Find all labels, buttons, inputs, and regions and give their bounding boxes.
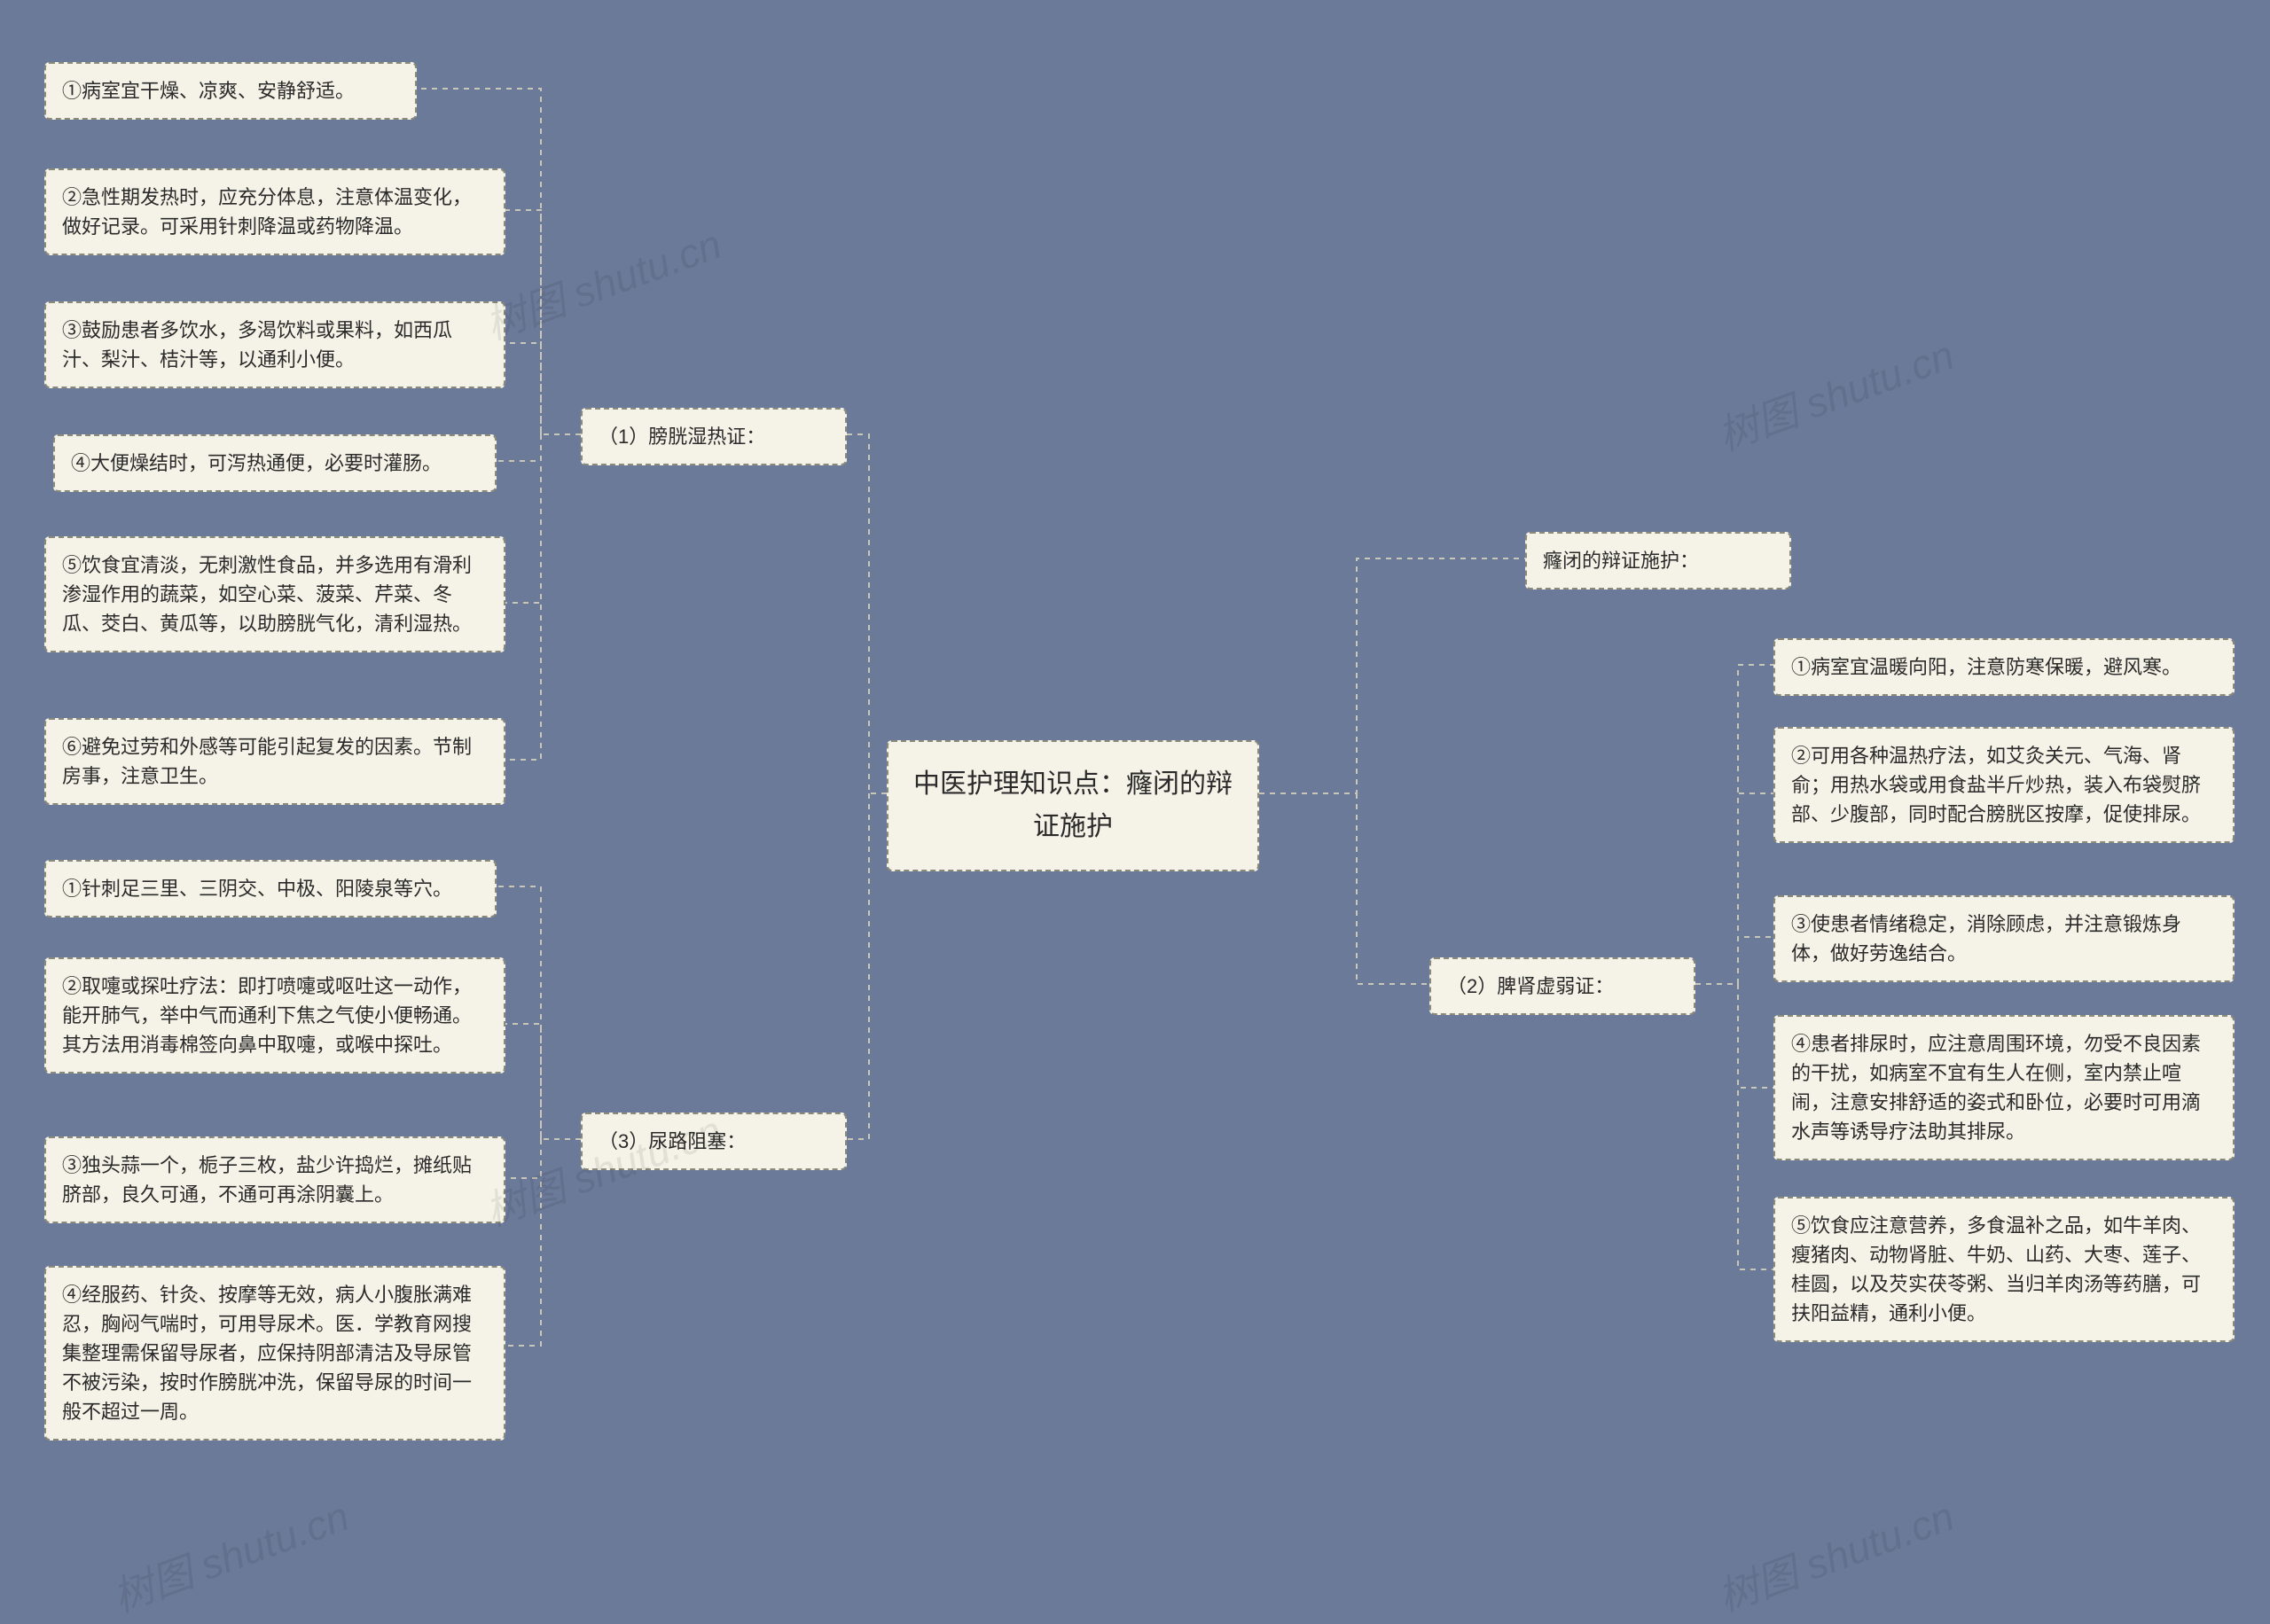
leaf-node: ⑤饮食应注意营养，多食温补之品，如牛羊肉、瘦猪肉、动物肾脏、牛奶、山药、大枣、莲… xyxy=(1773,1197,2235,1342)
leaf-node: ③鼓励患者多饮水，多渴饮料或果料，如西瓜汁、梨汁、桔汁等，以通利小便。 xyxy=(44,301,505,388)
leaf-text: ③鼓励患者多饮水，多渴饮料或果料，如西瓜汁、梨汁、桔汁等，以通利小便。 xyxy=(62,319,452,371)
leaf-node: ④患者排尿时，应注意周围环境，勿受不良因素的干扰，如病室不宜有生人在侧，室内禁止… xyxy=(1773,1015,2235,1160)
leaf-node: ⑤饮食宜清淡，无刺激性食品，并多选用有滑利渗湿作用的蔬菜，如空心菜、菠菜、芹菜、… xyxy=(44,536,505,652)
leaf-node: ④经服药、针灸、按摩等无效，病人小腹胀满难忍，胸闷气喘时，可用导尿术。医．学教育… xyxy=(44,1266,505,1441)
leaf-node: ⑥避免过劳和外感等可能引起复发的因素。节制房事，注意卫生。 xyxy=(44,718,505,805)
leaf-node: ②急性期发热时，应充分体息，注意体温变化，做好记录。可采用针刺降温或药物降温。 xyxy=(44,168,505,255)
leaf-text: ②急性期发热时，应充分体息，注意体温变化，做好记录。可采用针刺降温或药物降温。 xyxy=(62,186,472,238)
leaf-node: ①针刺足三里、三阴交、中极、阳陵泉等穴。 xyxy=(44,860,497,917)
leaf-text: ①针刺足三里、三阴交、中极、阳陵泉等穴。 xyxy=(62,878,452,900)
watermark: 树图 shutu.cn xyxy=(476,212,728,351)
center-text: 中医护理知识点：癃闭的辩证施护 xyxy=(913,769,1233,841)
right-branch-1: 癃闭的辩证施护： xyxy=(1525,532,1791,589)
leaf-text: ④经服药、针灸、按摩等无效，病人小腹胀满难忍，胸闷气喘时，可用导尿术。医．学教育… xyxy=(62,1284,472,1423)
right-branch-2-label: （2）脾肾虚弱证： xyxy=(1447,975,1614,997)
center-node: 中医护理知识点：癃闭的辩证施护 xyxy=(887,740,1259,871)
leaf-text: ③使患者情绪稳定，消除顾虑，并注意锻炼身体，做好劳逸结合。 xyxy=(1791,913,2181,964)
watermark: 树图 shutu.cn xyxy=(1709,323,1961,462)
right-branch-2: （2）脾肾虚弱证： xyxy=(1429,957,1695,1015)
leaf-text: ⑥避免过劳和外感等可能引起复发的因素。节制房事，注意卫生。 xyxy=(62,736,472,787)
leaf-text: ③独头蒜一个，栀子三枚，盐少许捣烂，摊纸贴脐部，良久可通，不通可再涂阴囊上。 xyxy=(62,1154,472,1206)
leaf-node: ①病室宜干燥、凉爽、安静舒适。 xyxy=(44,62,417,120)
leaf-node: ②可用各种温热疗法，如艾灸关元、气海、肾俞；用热水袋或用食盐半斤炒热，装入布袋熨… xyxy=(1773,727,2235,843)
leaf-text: ⑤饮食应注意营养，多食温补之品，如牛羊肉、瘦猪肉、动物肾脏、牛奶、山药、大枣、莲… xyxy=(1791,1214,2201,1324)
leaf-node: ④大便燥结时，可泻热通便，必要时灌肠。 xyxy=(53,434,497,492)
left-branch-1-label: （1）膀胱湿热证： xyxy=(599,426,765,448)
left-branch-1: （1）膀胱湿热证： xyxy=(581,408,847,465)
right-branch-1-label: 癃闭的辩证施护： xyxy=(1543,550,1699,572)
left-branch-2-label: （3）尿路阻塞： xyxy=(599,1130,746,1152)
leaf-text: ①病室宜干燥、凉爽、安静舒适。 xyxy=(62,80,355,102)
leaf-node: ③独头蒜一个，栀子三枚，盐少许捣烂，摊纸贴脐部，良久可通，不通可再涂阴囊上。 xyxy=(44,1136,505,1223)
watermark: 树图 shutu.cn xyxy=(104,1484,356,1623)
leaf-text: ①病室宜温暖向阳，注意防寒保暖，避风寒。 xyxy=(1791,656,2181,678)
leaf-text: ②可用各种温热疗法，如艾灸关元、气海、肾俞；用热水袋或用食盐半斤炒热，装入布袋熨… xyxy=(1791,745,2201,825)
left-branch-2: （3）尿路阻塞： xyxy=(581,1113,847,1170)
leaf-text: ④患者排尿时，应注意周围环境，勿受不良因素的干扰，如病室不宜有生人在侧，室内禁止… xyxy=(1791,1033,2201,1143)
leaf-text: ②取嚏或探吐疗法：即打喷嚏或呕吐这一动作，能开肺气，举中气而通利下焦之气使小便畅… xyxy=(62,975,472,1056)
leaf-text: ④大便燥结时，可泻热通便，必要时灌肠。 xyxy=(71,452,442,474)
leaf-text: ⑤饮食宜清淡，无刺激性食品，并多选用有滑利渗湿作用的蔬菜，如空心菜、菠菜、芹菜、… xyxy=(62,554,472,635)
leaf-node: ②取嚏或探吐疗法：即打喷嚏或呕吐这一动作，能开肺气，举中气而通利下焦之气使小便畅… xyxy=(44,957,505,1074)
watermark: 树图 shutu.cn xyxy=(1709,1484,1961,1623)
leaf-node: ①病室宜温暖向阳，注意防寒保暖，避风寒。 xyxy=(1773,638,2235,696)
leaf-node: ③使患者情绪稳定，消除顾虑，并注意锻炼身体，做好劳逸结合。 xyxy=(1773,895,2235,982)
